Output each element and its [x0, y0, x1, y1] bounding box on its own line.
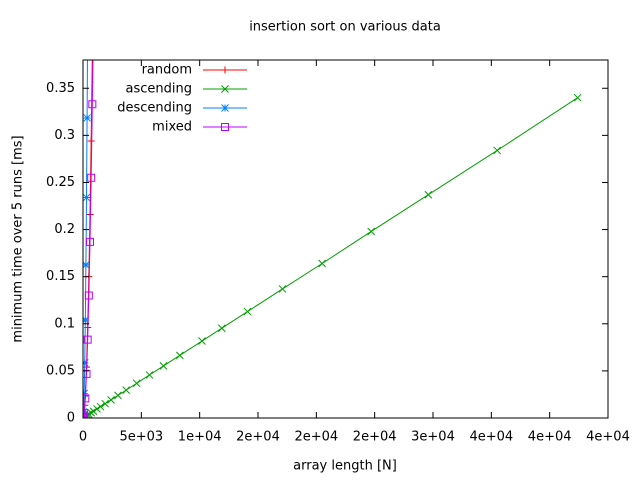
marker — [83, 408, 88, 416]
marker — [122, 386, 131, 394]
marker — [88, 100, 97, 109]
x-tick-label: 0 — [79, 430, 87, 445]
x-tick-label: 4e+04 — [586, 430, 630, 445]
y-axis-label: minimum time over 5 runs [ms] — [11, 135, 26, 342]
marker — [107, 396, 115, 404]
marker — [93, 405, 101, 413]
legend-label: descending — [117, 101, 192, 116]
x-tick-label: 2e+04 — [353, 430, 397, 445]
marker — [132, 379, 141, 388]
x-tick-label: 4e+04 — [528, 430, 572, 445]
legend-marker — [221, 123, 229, 131]
marker — [83, 193, 91, 202]
marker — [83, 389, 89, 398]
marker — [86, 237, 94, 246]
x-tick-label: 2e+04 — [236, 430, 280, 445]
marker — [145, 371, 154, 379]
legend-label: mixed — [152, 120, 192, 135]
x-tick-label: 5e+03 — [119, 430, 163, 445]
marker — [198, 337, 206, 345]
chart-title: insertion sort on various data — [249, 20, 441, 35]
y-tick-label: 0.35 — [46, 81, 75, 96]
y-tick-label: 0.1 — [54, 316, 75, 331]
x-tick-label: 4e+04 — [469, 430, 513, 445]
x-tick-label: 2e+04 — [294, 430, 338, 445]
marker — [367, 227, 376, 236]
marker — [89, 407, 98, 416]
marker — [87, 137, 95, 145]
marker — [101, 399, 110, 408]
marker — [83, 413, 88, 418]
legend-marker — [221, 104, 229, 112]
x-tick-label: 3e+04 — [411, 430, 455, 445]
marker — [159, 362, 168, 370]
marker — [96, 402, 105, 411]
marker — [573, 93, 582, 102]
marker — [243, 307, 252, 316]
plot-border — [82, 59, 609, 419]
y-tick-label: 0.15 — [46, 269, 75, 284]
marker — [83, 409, 89, 418]
marker — [175, 351, 184, 360]
marker — [83, 394, 90, 403]
marker — [83, 335, 92, 344]
x-tick-label: 1e+04 — [178, 430, 222, 445]
legend-label: random — [142, 63, 192, 78]
marker — [83, 359, 89, 367]
marker — [83, 412, 88, 418]
y-tick-label: 0.25 — [46, 175, 75, 190]
marker — [83, 114, 91, 122]
x-axis-label: array length [N] — [293, 459, 397, 474]
y-tick-label: 0.3 — [54, 128, 75, 143]
legend-marker — [221, 66, 229, 74]
marker — [83, 261, 90, 269]
marker — [87, 173, 96, 182]
marker — [278, 285, 287, 293]
marker — [84, 291, 93, 300]
marker — [493, 146, 502, 155]
marker — [83, 316, 90, 324]
marker — [217, 324, 226, 333]
y-tick-label: 0.05 — [46, 363, 75, 378]
marker — [87, 408, 96, 417]
legend-marker — [221, 85, 229, 93]
marker — [424, 190, 433, 199]
y-tick-label: 0 — [67, 411, 75, 426]
marker — [318, 259, 327, 268]
y-tick-label: 0.2 — [54, 222, 75, 237]
legend-label: ascending — [126, 82, 192, 97]
marker — [114, 391, 122, 400]
